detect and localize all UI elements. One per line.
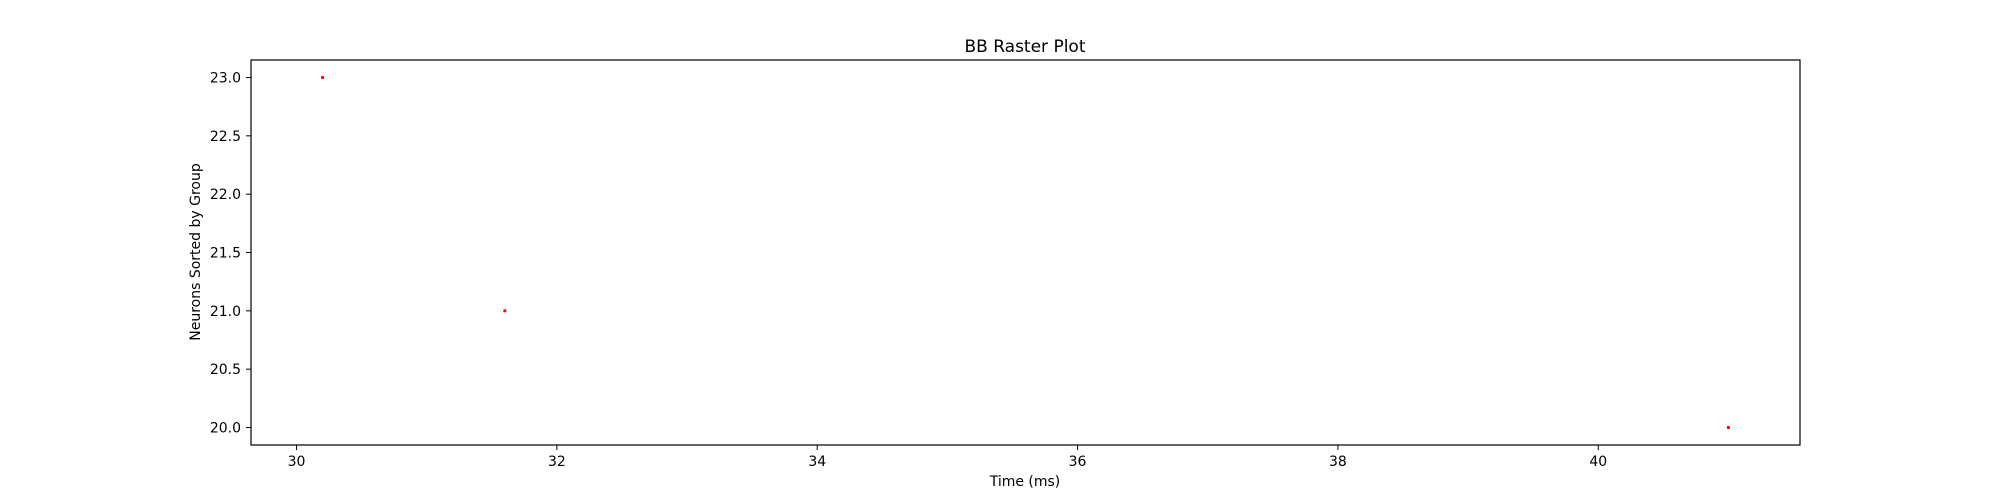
y-axis-ticks: 20.0 20.5 21.0 21.5 22.0 22.5 23.0	[210, 71, 251, 437]
spike-point	[320, 75, 325, 80]
x-tick-label: 30	[288, 454, 306, 470]
spike-point	[1726, 425, 1731, 430]
x-axis-ticks: 30 32 34 36 38 40	[288, 445, 1607, 470]
y-tick-label: 21.0	[210, 304, 241, 320]
y-tick-label: 22.5	[210, 129, 241, 145]
x-tick-label: 38	[1329, 454, 1347, 470]
x-tick-label: 32	[548, 454, 566, 470]
y-tick-label: 22.0	[210, 187, 241, 203]
y-axis-label: Neurons Sorted by Group	[188, 163, 204, 341]
x-axis-label: Time (ms)	[989, 474, 1061, 490]
y-tick-label: 23.0	[210, 71, 241, 87]
chart-title: BB Raster Plot	[964, 37, 1085, 57]
spike-point	[503, 309, 507, 313]
x-tick-label: 40	[1589, 454, 1607, 470]
y-tick-label: 21.5	[210, 246, 241, 262]
plot-area-frame	[250, 59, 1801, 446]
y-tick-label: 20.0	[210, 421, 241, 437]
x-tick-label: 34	[808, 454, 826, 470]
scatter-points	[320, 75, 1731, 430]
y-tick-label: 20.5	[210, 362, 241, 378]
x-tick-label: 36	[1069, 454, 1087, 470]
